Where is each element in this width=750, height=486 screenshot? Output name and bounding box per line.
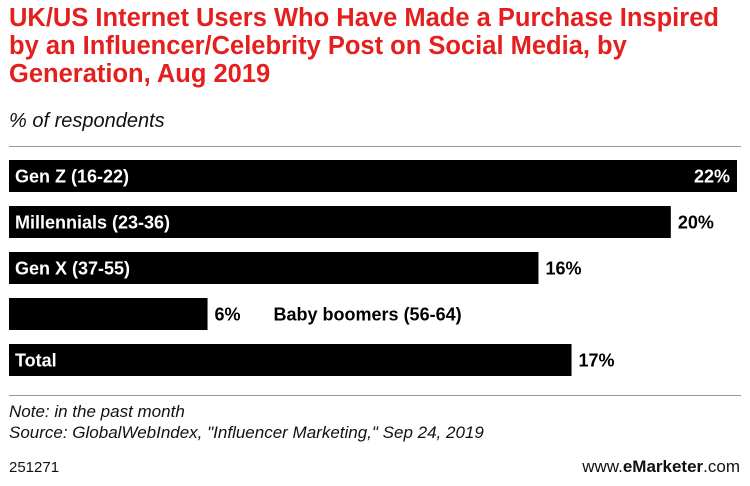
- chart-notes: Note: in the past month Source: GlobalWe…: [9, 401, 484, 443]
- category-label-millennials-23-36: Millennials (23-36): [15, 213, 170, 233]
- chart-subtitle: % of respondents: [9, 110, 165, 132]
- bar-chart: Gen Z (16-22) 22% Millennials (23-36) 20% Ge…: [9, 160, 737, 376]
- chart-title: UK/US Internet Users Who Have Made a Pur…: [9, 4, 719, 88]
- bar-total: [9, 344, 572, 376]
- bar-baby-boomers-56-64: [9, 298, 208, 330]
- brand-link[interactable]: www.eMarketer.com: [582, 457, 740, 477]
- value-label-gen-x-37-55: 16%: [545, 259, 581, 279]
- bar-gen-x-37-55: [9, 252, 539, 284]
- category-label-total: Total: [15, 351, 57, 371]
- note-text: Note: in the past month: [9, 402, 185, 421]
- value-label-gen-z-16-22: 22%: [694, 167, 730, 187]
- brand-prefix: www.: [582, 457, 623, 476]
- bar-millennials-23-36: [9, 206, 671, 238]
- category-label-gen-z-16-22: Gen Z (16-22): [15, 167, 129, 187]
- brand-suffix: .com: [703, 457, 740, 476]
- bar-gen-z-16-22: [9, 160, 737, 192]
- category-label-baby-boomers-56-64: Baby boomers (56-64): [274, 305, 462, 325]
- source-text: Source: GlobalWebIndex, "Influencer Mark…: [9, 423, 484, 442]
- top-divider: [9, 146, 741, 147]
- value-label-total: 17%: [579, 351, 615, 371]
- bottom-divider: [9, 395, 741, 396]
- value-label-baby-boomers-56-64: 6%: [215, 305, 241, 325]
- brand-name: eMarketer: [622, 457, 704, 476]
- category-label-gen-x-37-55: Gen X (37-55): [15, 259, 130, 279]
- value-label-millennials-23-36: 20%: [678, 213, 714, 233]
- chart-id: 251271: [9, 459, 60, 476]
